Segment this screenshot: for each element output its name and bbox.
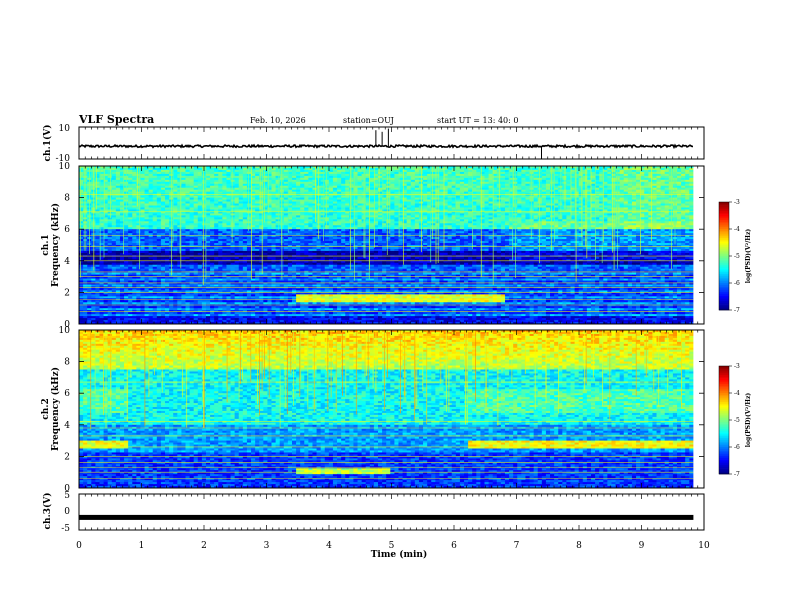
time-tick-8: 8 (576, 541, 582, 551)
figure-title: VLF Spectra (78, 113, 154, 126)
time-tick-4: 4 (326, 541, 332, 551)
ch2-colorbar-tick--7: -7 (734, 471, 740, 478)
time-tick-10: 10 (698, 541, 710, 551)
time-axis-label: Time (min) (371, 549, 428, 560)
ch2-colorbar-tick--4: -4 (734, 390, 740, 397)
ch2-colorbar-label: log(PSD)(V²/Hz) (745, 393, 752, 448)
ch2-colorbar-tick--3: -3 (734, 363, 740, 370)
ch3-ytick-0: 0 (64, 507, 70, 517)
ch2-colorbar-tick--5: -5 (734, 417, 740, 424)
ch1-ytick-8: 8 (64, 194, 70, 204)
ch3-waveform-trace (79, 515, 693, 520)
ch2-spectrogram-ylabel-channel: ch.2 (41, 398, 51, 419)
ch2-colorbar-tick--6: -6 (734, 444, 740, 451)
ch1-ytick-4: 4 (64, 257, 70, 267)
ch1-colorbar-tick--4: -4 (734, 226, 740, 233)
ch1-ytick-6: 6 (64, 225, 70, 235)
ch1-colorbar-tick--5: -5 (734, 253, 740, 260)
ch3-waveform-ylabel: ch.3(V) (42, 493, 53, 530)
ch1-colorbar-tick--7: -7 (734, 307, 740, 314)
ch1-ytick-top: 10 (59, 124, 71, 134)
time-tick-1: 1 (139, 541, 145, 551)
station-label: station=OUJ (343, 116, 394, 125)
ch1-waveform-ylabel: ch.1(V) (42, 125, 53, 162)
ch1-colorbar-label: log(PSD)(V²/Hz) (745, 229, 752, 284)
ch1-colorbar-tick--3: -3 (734, 199, 740, 206)
time-tick-2: 2 (201, 541, 207, 551)
ch2-spectrogram-image (79, 330, 704, 488)
ch1-spectrogram-ylabel-unit: Frequency (kHz) (50, 203, 61, 287)
ch3-ytick-minus5: -5 (61, 524, 70, 534)
ch1-colorbar-tick--6: -6 (734, 280, 740, 287)
ch2-colorbar: -3 -4 -5 -6 -7 log(PSD)(V²/Hz) (719, 363, 752, 478)
ch1-colorbar: -3 -4 -5 -6 -7 log(PSD)(V²/Hz) (719, 199, 752, 314)
start-time-label: start UT = 13: 40: 0 (437, 116, 518, 125)
time-tick-9: 9 (639, 541, 645, 551)
ch2-ytick-8: 8 (64, 358, 70, 368)
ch1-colorbar-ticks: -3 -4 -5 -6 -7 (729, 199, 740, 314)
ch2-spectrogram-ylabel-unit: Frequency (kHz) (50, 367, 61, 451)
ch2-ytick-10: 10 (59, 326, 71, 336)
ch1-ytick-10: 10 (59, 162, 71, 172)
time-tick-0: 0 (76, 541, 82, 551)
ch2-colorbar-ticks: -3 -4 -5 -6 -7 (729, 363, 740, 478)
time-tick-7: 7 (514, 541, 520, 551)
ch1-spectrogram-ylabel-channel: ch.1 (41, 234, 51, 255)
ch2-ytick-2: 2 (64, 452, 70, 462)
time-tick-3: 3 (264, 541, 270, 551)
ch3-ytick-5: 5 (64, 491, 70, 501)
time-tick-6: 6 (451, 541, 457, 551)
ch2-ytick-6: 6 (64, 389, 70, 399)
date-label: Feb. 10, 2026 (250, 116, 306, 125)
ch1-ytick-2: 2 (64, 288, 70, 298)
ch2-ytick-4: 4 (64, 421, 70, 431)
ch1-spectrogram-image (79, 166, 704, 324)
